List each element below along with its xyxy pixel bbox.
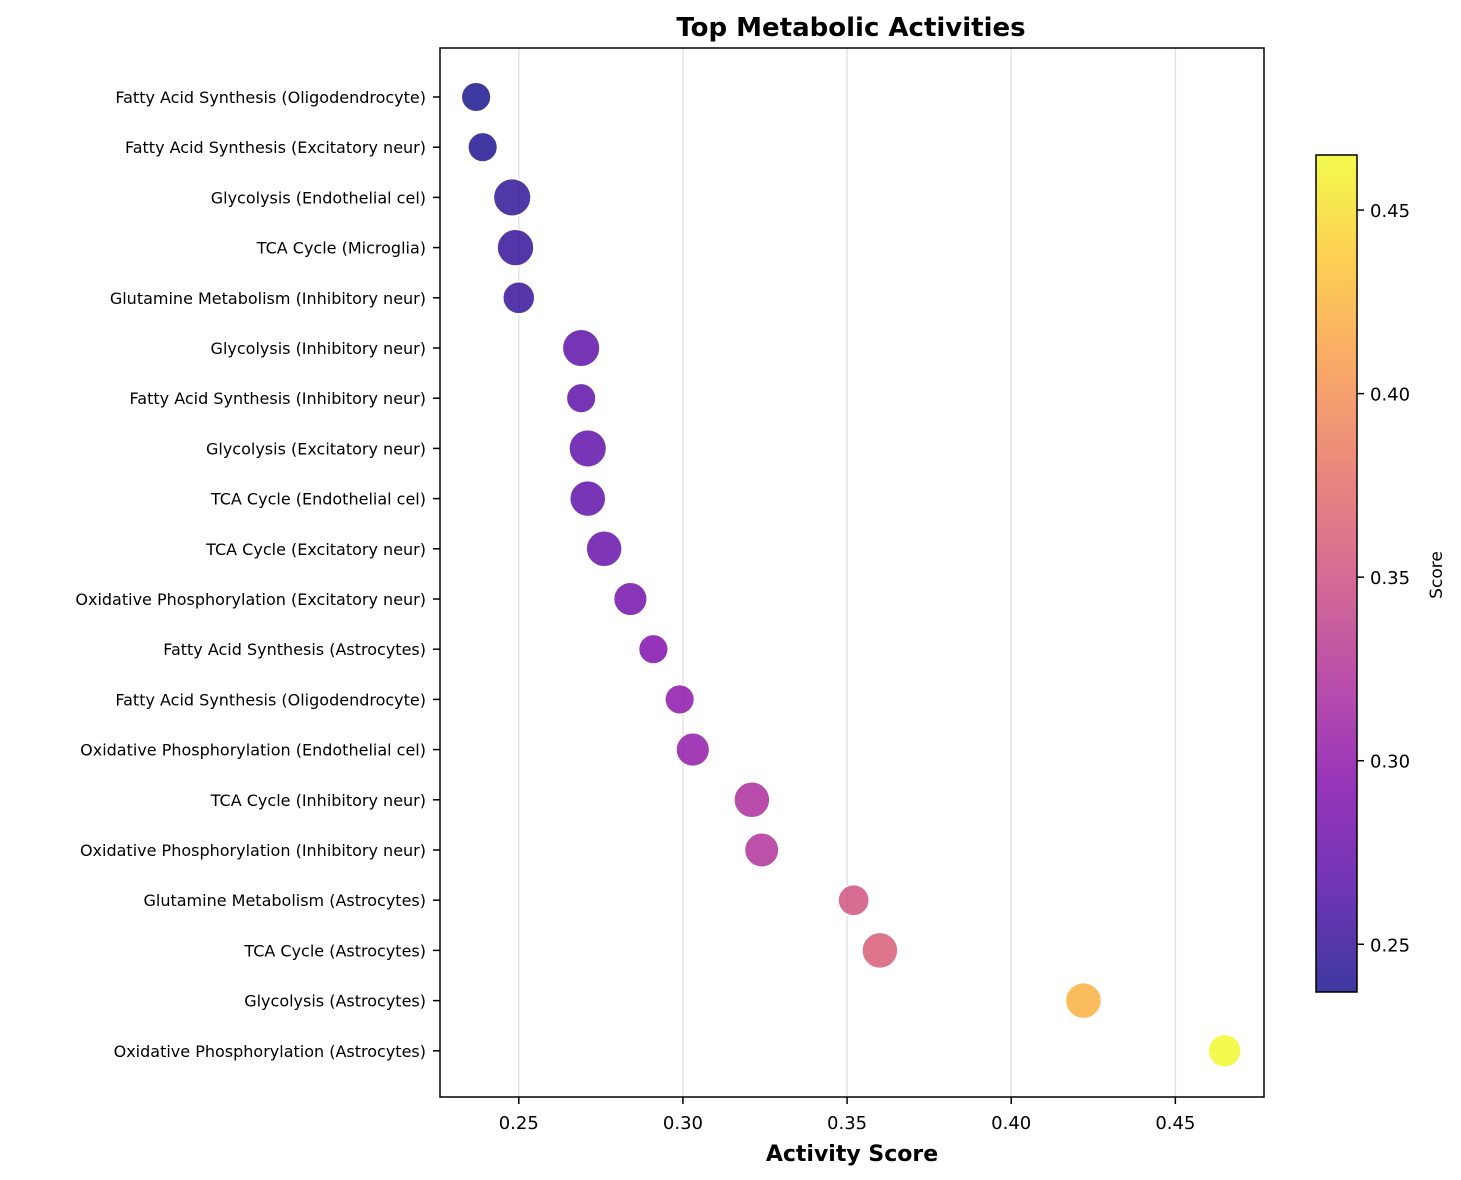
y-tick-label: TCA Cycle (Excitatory neur) bbox=[205, 540, 426, 559]
data-point bbox=[460, 81, 492, 113]
y-tick-label: Fatty Acid Synthesis (Inhibitory neur) bbox=[130, 389, 426, 408]
data-points bbox=[460, 81, 1242, 1068]
colorbar-tick-label: 0.40 bbox=[1370, 385, 1410, 406]
y-tick-label: Fatty Acid Synthesis (Astrocytes) bbox=[163, 640, 426, 659]
data-point bbox=[502, 281, 536, 315]
colorbar-label: Score bbox=[1427, 551, 1447, 599]
colorbar-tick-label: 0.25 bbox=[1370, 935, 1410, 956]
data-point bbox=[496, 228, 535, 267]
y-tick-label: Glycolysis (Inhibitory neur) bbox=[211, 339, 426, 358]
data-point bbox=[1064, 981, 1103, 1020]
y-tick-label: Fatty Acid Synthesis (Oligodendrocyte) bbox=[115, 88, 426, 107]
x-tick-label: 0.40 bbox=[991, 1113, 1031, 1134]
y-tick-label: Glutamine Metabolism (Astrocytes) bbox=[143, 891, 426, 910]
data-point bbox=[861, 931, 899, 970]
colorbar-gradient bbox=[1316, 155, 1357, 992]
y-tick-label: Glycolysis (Astrocytes) bbox=[244, 992, 426, 1011]
y-tick-label: TCA Cycle (Endothelial cel) bbox=[210, 490, 426, 509]
data-point bbox=[568, 479, 607, 518]
y-tick-label: Fatty Acid Synthesis (Excitatory neur) bbox=[125, 138, 426, 157]
y-tick-label: Oxidative Phosphorylation (Astrocytes) bbox=[114, 1042, 426, 1061]
colorbar: 0.25 0.30 0.35 0.40 0.45 Score bbox=[1315, 154, 1447, 993]
colorbar-tick-label: 0.35 bbox=[1370, 568, 1410, 589]
y-tick-label: Fatty Acid Synthesis (Oligodendrocyte) bbox=[115, 690, 426, 709]
data-point bbox=[568, 428, 608, 468]
y-tick-label: Glycolysis (Excitatory neur) bbox=[206, 439, 426, 458]
y-tick-label: Oxidative Phosphorylation (Inhibitory ne… bbox=[80, 841, 426, 860]
colorbar-tick-label: 0.30 bbox=[1370, 752, 1410, 773]
data-point bbox=[1207, 1033, 1242, 1068]
y-tick-label: TCA Cycle (Microglia) bbox=[256, 239, 426, 258]
y-tick-label: Glutamine Metabolism (Inhibitory neur) bbox=[110, 289, 426, 308]
data-point bbox=[467, 131, 499, 163]
y-tick-label: Oxidative Phosphorylation (Excitatory ne… bbox=[75, 590, 426, 609]
data-point bbox=[492, 177, 532, 217]
data-point bbox=[733, 781, 771, 819]
y-tick-label: TCA Cycle (Inhibitory neur) bbox=[210, 791, 426, 810]
colorbar-tick-label: 0.45 bbox=[1370, 201, 1410, 222]
colorbar-frame bbox=[1315, 154, 1358, 993]
data-point bbox=[837, 883, 870, 917]
data-point bbox=[585, 530, 623, 568]
y-tick-label: Oxidative Phosphorylation (Endothelial c… bbox=[80, 741, 426, 760]
colorbar-ticks: 0.25 0.30 0.35 0.40 0.45 bbox=[1357, 201, 1410, 956]
plot-area-frame bbox=[439, 47, 1265, 1098]
data-point bbox=[664, 683, 696, 715]
data-point bbox=[743, 832, 780, 868]
y-tick-label: Glycolysis (Endothelial cel) bbox=[211, 188, 426, 207]
x-tick-label: 0.30 bbox=[663, 1113, 703, 1134]
x-axis-label: Activity Score bbox=[766, 1142, 938, 1167]
data-point bbox=[565, 382, 597, 414]
chart-title: Top Metabolic Activities bbox=[676, 13, 1025, 43]
grid-lines bbox=[518, 48, 1177, 1097]
y-axis-ticks: Fatty Acid Synthesis (Oligodendrocyte) Fa… bbox=[75, 88, 440, 1061]
x-tick-label: 0.35 bbox=[827, 1113, 867, 1134]
y-tick-label: TCA Cycle (Astrocytes) bbox=[243, 941, 426, 960]
x-axis-ticks: 0.25 0.30 0.35 0.40 0.45 bbox=[499, 1097, 1195, 1134]
x-tick-label: 0.25 bbox=[499, 1113, 539, 1134]
data-point bbox=[637, 633, 669, 665]
data-point bbox=[561, 328, 601, 368]
x-tick-label: 0.45 bbox=[1155, 1113, 1195, 1134]
data-point bbox=[675, 732, 711, 768]
data-point bbox=[612, 581, 648, 617]
